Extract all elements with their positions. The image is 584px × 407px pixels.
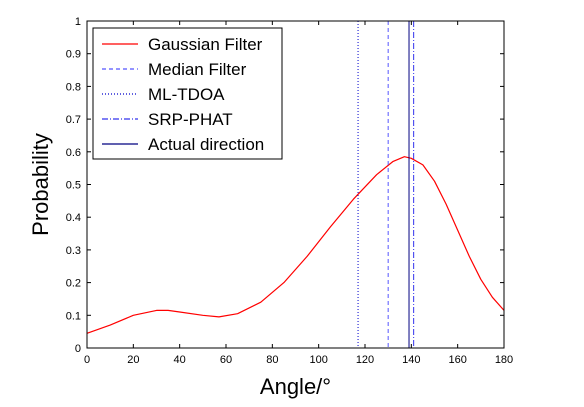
y-tick-label: 0.7 bbox=[66, 114, 81, 126]
x-tick-label: 180 bbox=[495, 354, 513, 366]
x-tick-label: 40 bbox=[174, 354, 186, 366]
legend: Gaussian Filter Median Filter ML-TDOA SRP-P… bbox=[92, 27, 283, 160]
chart-marks bbox=[86, 21, 505, 348]
x-tick-label: 140 bbox=[402, 354, 420, 366]
y-tick-label: 0.6 bbox=[66, 147, 81, 159]
y-tick-label: 0.2 bbox=[66, 278, 81, 290]
series-gaussian-filter-line bbox=[86, 156, 505, 334]
y-tick-label: 0.9 bbox=[66, 49, 81, 61]
y-tick-label: 0.3 bbox=[66, 245, 81, 257]
y-tick-label: 0.8 bbox=[66, 81, 81, 93]
x-axis-label: Angle/° bbox=[260, 374, 331, 399]
y-axis-label: Probability bbox=[28, 133, 53, 236]
legend-label-srp-phat: SRP-PHAT bbox=[148, 110, 233, 129]
legend-box bbox=[92, 27, 283, 160]
axis-ticks: 0 20 40 60 80 100 120 140 160 180 0 0.1 0.2 0.3 0.4 0.5… bbox=[66, 16, 513, 366]
y-tick-label: 0.4 bbox=[66, 212, 81, 224]
x-tick-label: 20 bbox=[127, 354, 139, 366]
x-tick-label: 0 bbox=[84, 354, 90, 366]
x-tick-label: 80 bbox=[266, 354, 278, 366]
y-tick-label: 1 bbox=[75, 16, 81, 28]
legend-label-median-filter: Median Filter bbox=[148, 60, 247, 79]
y-tick-label: 0.1 bbox=[66, 310, 81, 322]
legend-label-gaussian-filter: Gaussian Filter bbox=[148, 35, 263, 54]
x-tick-label: 60 bbox=[220, 354, 232, 366]
x-tick-label: 100 bbox=[309, 354, 327, 366]
x-tick-label: 160 bbox=[448, 354, 466, 366]
legend-label-ml-tdoa: ML-TDOA bbox=[148, 85, 225, 104]
y-tick-label: 0.5 bbox=[66, 180, 81, 192]
legend-label-actual-direction: Actual direction bbox=[148, 135, 264, 154]
x-tick-label: 120 bbox=[356, 354, 374, 366]
y-tick-label: 0 bbox=[75, 343, 81, 355]
